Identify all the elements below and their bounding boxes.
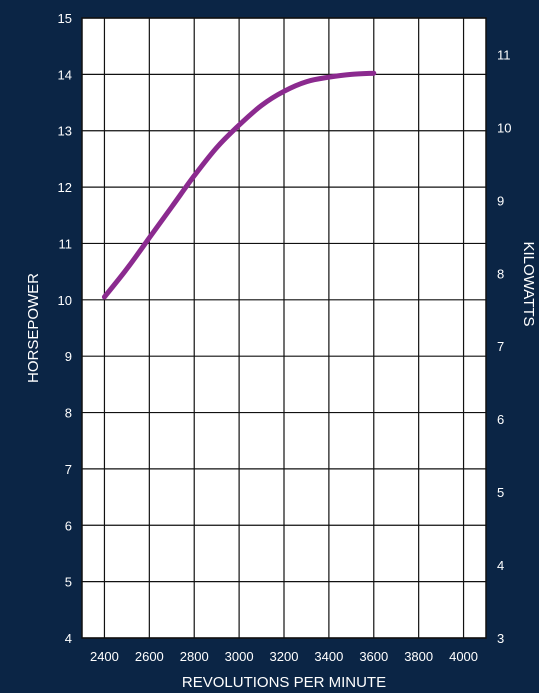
y-tick-label: 6 bbox=[65, 518, 72, 533]
plot-border bbox=[81, 17, 487, 639]
x-tick-label: 2600 bbox=[135, 649, 164, 664]
y2-tick-label: 7 bbox=[497, 339, 504, 354]
y2-tick-labels: 3 4 5 6 7 8 9 10 11 bbox=[497, 47, 511, 646]
y-tick-labels: 4 5 6 7 8 9 10 11 12 13 14 15 bbox=[58, 11, 72, 646]
y2-axis-title: KILOWATTS bbox=[520, 241, 537, 326]
y2-tick-label: 10 bbox=[497, 120, 511, 135]
x-tick-labels: 2400 2600 2800 3000 3200 3400 3600 3800 4000 bbox=[90, 649, 478, 664]
y2-tick-label: 8 bbox=[497, 266, 504, 281]
y-tick-label: 12 bbox=[58, 180, 72, 195]
y-tick-label: 14 bbox=[58, 67, 72, 82]
y-tick-label: 10 bbox=[58, 293, 72, 308]
series-line bbox=[101, 70, 377, 300]
y2-tick-label: 11 bbox=[497, 47, 511, 62]
y-tick-label: 13 bbox=[58, 124, 72, 139]
y-tick-label: 7 bbox=[65, 462, 72, 477]
y2-tick-label: 3 bbox=[497, 631, 504, 646]
y-tick-label: 4 bbox=[65, 631, 72, 646]
y-tick-label: 8 bbox=[65, 406, 72, 421]
x-tick-label: 2400 bbox=[90, 649, 119, 664]
y2-tick-label: 4 bbox=[497, 558, 504, 573]
y-tick-label: 15 bbox=[58, 11, 72, 26]
x-tick-label: 4000 bbox=[449, 649, 478, 664]
y2-tick-label: 5 bbox=[497, 485, 504, 500]
x-tick-label: 3600 bbox=[359, 649, 388, 664]
y2-tick-label: 9 bbox=[497, 193, 504, 208]
y-tick-label: 5 bbox=[65, 575, 72, 590]
x-tick-label: 2800 bbox=[180, 649, 209, 664]
y-tick-label: 11 bbox=[59, 236, 73, 251]
y-axis-title: HORSEPOWER bbox=[25, 273, 42, 383]
x-tick-label: 3800 bbox=[404, 649, 433, 664]
x-tick-label: 3400 bbox=[314, 649, 343, 664]
x-axis-title: REVOLUTIONS PER MINUTE bbox=[182, 674, 386, 691]
x-tick-label: 3000 bbox=[225, 649, 254, 664]
y2-tick-label: 6 bbox=[497, 412, 504, 427]
x-tick-label: 3200 bbox=[270, 649, 299, 664]
y-tick-label: 9 bbox=[65, 349, 72, 364]
